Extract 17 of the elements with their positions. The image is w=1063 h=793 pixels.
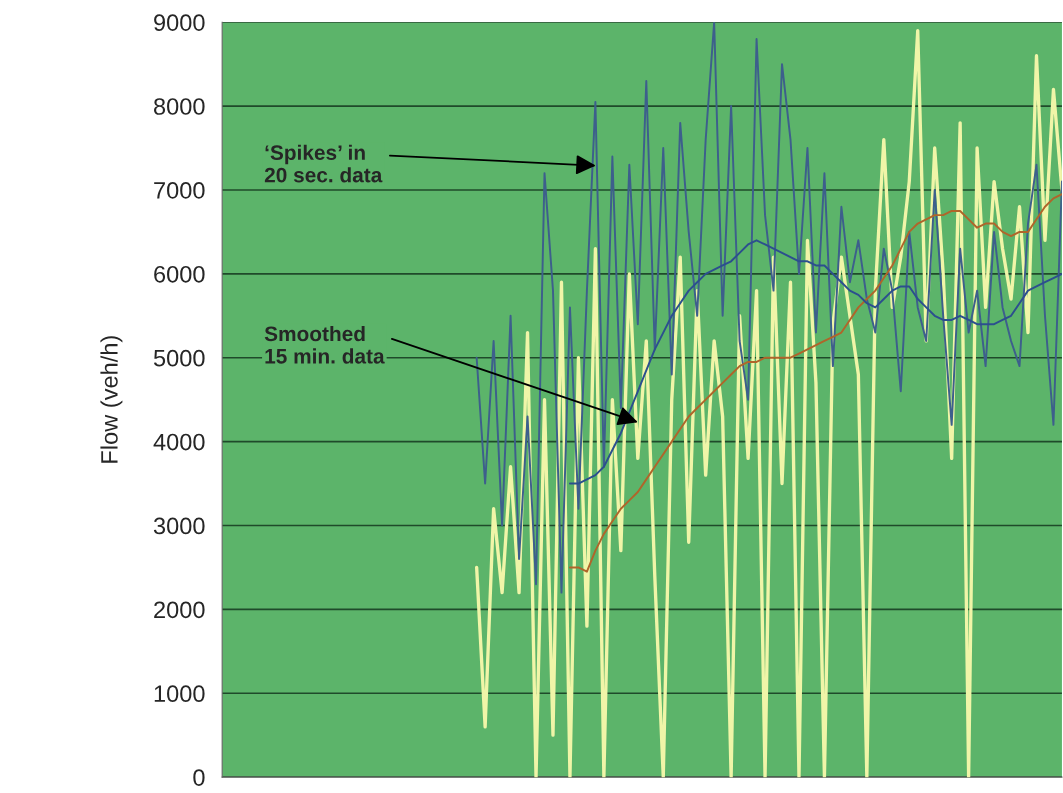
y-tick-label: 0: [193, 769, 205, 786]
y-tick-label: 2000: [154, 601, 205, 619]
annotation: Smoothed 15 min. data: [264, 325, 385, 364]
y-tick-label: 9000: [154, 14, 205, 31]
y-tick-label: 1000: [154, 685, 205, 703]
y-tick-label: 3000: [153, 517, 205, 535]
line-series: [568, 239, 1062, 485]
y-tick-label: 8000: [154, 98, 205, 115]
y-tick-label: 6000: [154, 265, 205, 283]
line-series: [475, 22, 1062, 594]
y-tick-label: 5000: [153, 349, 205, 367]
y-tick-label: 7000: [154, 182, 205, 199]
y-tick-label: 4000: [153, 433, 205, 451]
y-axis-title: Flow (veh/h): [100, 336, 123, 463]
annotation: ‘Spikes’ in 20 sec. data: [264, 144, 383, 183]
line-series: [474, 28, 1062, 778]
line-series: [568, 193, 1062, 573]
